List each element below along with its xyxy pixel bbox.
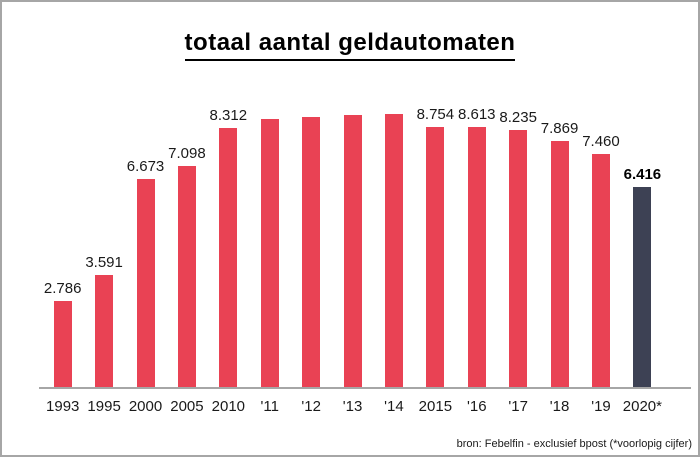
plot-area: 2.786 3.591 6.673 7.098 8.312 8.754 8.613 8.235… xyxy=(42,106,663,388)
x-axis-label: 2010 xyxy=(211,398,246,415)
x-axis-label: '11 xyxy=(260,398,279,415)
bar-value-label: 6.673 xyxy=(126,158,165,175)
x-axis-labels: 1993 1995 2000 2005 2010 '11 '12 '13 '14 2015 '16 '… xyxy=(42,398,663,415)
bar-value-label: 7.098 xyxy=(168,145,206,162)
bar-column: 8.312 xyxy=(208,106,249,388)
bar-value-label: 8.312 xyxy=(209,107,248,124)
chart-title-text: totaal aantal geldautomaten xyxy=(184,29,516,61)
bar-18 xyxy=(550,141,569,388)
bar-column: 8.754 xyxy=(415,106,456,388)
bar-column xyxy=(290,106,331,388)
bar-2020 xyxy=(633,187,652,388)
bar-12 xyxy=(302,117,321,388)
bar-value-label: 3.591 xyxy=(85,254,123,271)
bar-column: 8.613 xyxy=(456,106,497,388)
bar-2005 xyxy=(177,166,196,388)
bar-column: 6.416 xyxy=(622,106,663,388)
bar-17 xyxy=(509,130,528,388)
x-axis-label: '14 xyxy=(384,398,404,415)
x-axis-label: '19 xyxy=(591,398,611,415)
bar-column xyxy=(332,106,373,388)
x-axis-label: '18 xyxy=(549,398,570,415)
bar-2010 xyxy=(219,128,238,388)
x-axis-label: '12 xyxy=(301,398,321,415)
bar-value-label: 8.235 xyxy=(499,109,537,126)
bar-column: 8.235 xyxy=(497,106,538,388)
bar-value-label: 8.754 xyxy=(416,106,455,123)
bar-11 xyxy=(260,119,279,388)
x-axis-label: '13 xyxy=(342,398,363,415)
x-axis-label: 2000 xyxy=(128,398,163,415)
x-axis-label: 2005 xyxy=(170,398,204,415)
x-axis-label: 1993 xyxy=(46,398,80,415)
bar-column: 7.098 xyxy=(166,106,207,388)
x-axis-label: 2015 xyxy=(418,398,453,415)
bar-column: 3.591 xyxy=(83,106,124,388)
bar-19 xyxy=(591,154,610,388)
bar-column: 7.869 xyxy=(539,106,580,388)
bar-14 xyxy=(384,114,403,388)
bar-1995 xyxy=(95,275,114,388)
bar-value-label: 8.613 xyxy=(457,106,496,123)
x-axis-label: '17 xyxy=(508,398,528,415)
x-axis-label: '16 xyxy=(466,398,487,415)
x-axis-label: 2020* xyxy=(622,398,662,415)
bar-value-label: 7.460 xyxy=(582,133,620,150)
bar-16 xyxy=(467,127,486,388)
bar-column xyxy=(373,106,414,388)
chart-title: totaal aantal geldautomaten xyxy=(2,29,698,61)
bar-value-label: 7.869 xyxy=(540,120,579,137)
bar-2000 xyxy=(136,179,155,388)
bar-column xyxy=(249,106,290,388)
bar-1993 xyxy=(53,301,72,388)
bar-2015 xyxy=(426,127,445,388)
x-axis-label: 1995 xyxy=(87,398,121,415)
bar-13 xyxy=(343,115,362,388)
bar-value-label: 2.786 xyxy=(43,280,82,297)
bar-column: 7.460 xyxy=(580,106,621,388)
x-axis-line xyxy=(39,387,691,389)
source-note: bron: Febelfin - exclusief bpost (*voorl… xyxy=(456,438,692,450)
bar-value-label: 6.416 xyxy=(623,166,662,183)
bar-column: 6.673 xyxy=(125,106,166,388)
bar-column: 2.786 xyxy=(42,106,83,388)
